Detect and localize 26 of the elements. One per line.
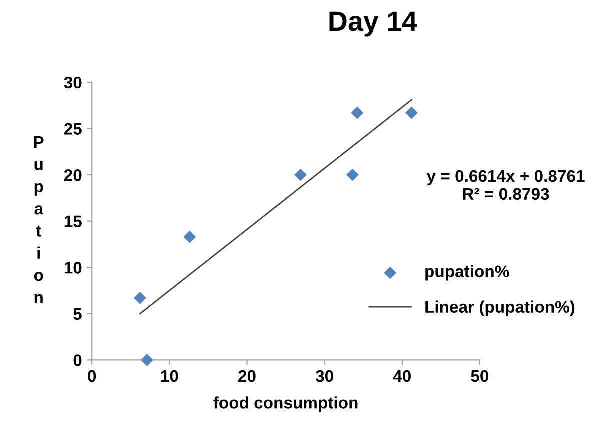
point	[346, 168, 359, 182]
y-axis-title: Pupation	[34, 136, 44, 304]
point	[405, 106, 418, 120]
y-tick-label: 10	[64, 262, 82, 274]
x-tick-label: 20	[238, 370, 256, 382]
legend-label: pupation%	[426, 265, 510, 281]
y-tick-label: 30	[64, 76, 82, 89]
x-tick-label: 50	[471, 370, 489, 382]
point	[294, 168, 307, 182]
x-axis-title: food consumption	[214, 396, 358, 412]
chart-title: Day 14	[330, 12, 418, 37]
x-tick-label: 0	[88, 370, 96, 382]
y-tick-label: 20	[64, 169, 82, 182]
point	[351, 106, 364, 120]
legend-label: Linear (pupation%)	[426, 300, 575, 316]
point	[140, 354, 154, 366]
point	[184, 230, 196, 244]
y-tick-label: 15	[64, 216, 82, 228]
y-tick-label: 5	[74, 308, 82, 320]
point	[134, 292, 146, 304]
x-tick-label: 40	[393, 370, 411, 382]
x-tick-label: 10	[161, 370, 178, 382]
y-tick-label: 25	[64, 123, 82, 135]
y-tick-label: 0	[74, 354, 82, 366]
annotation: y = 0.6614x + 0.8761 R² = 0.8793	[426, 170, 585, 200]
x-tick-label: 30	[316, 370, 334, 382]
